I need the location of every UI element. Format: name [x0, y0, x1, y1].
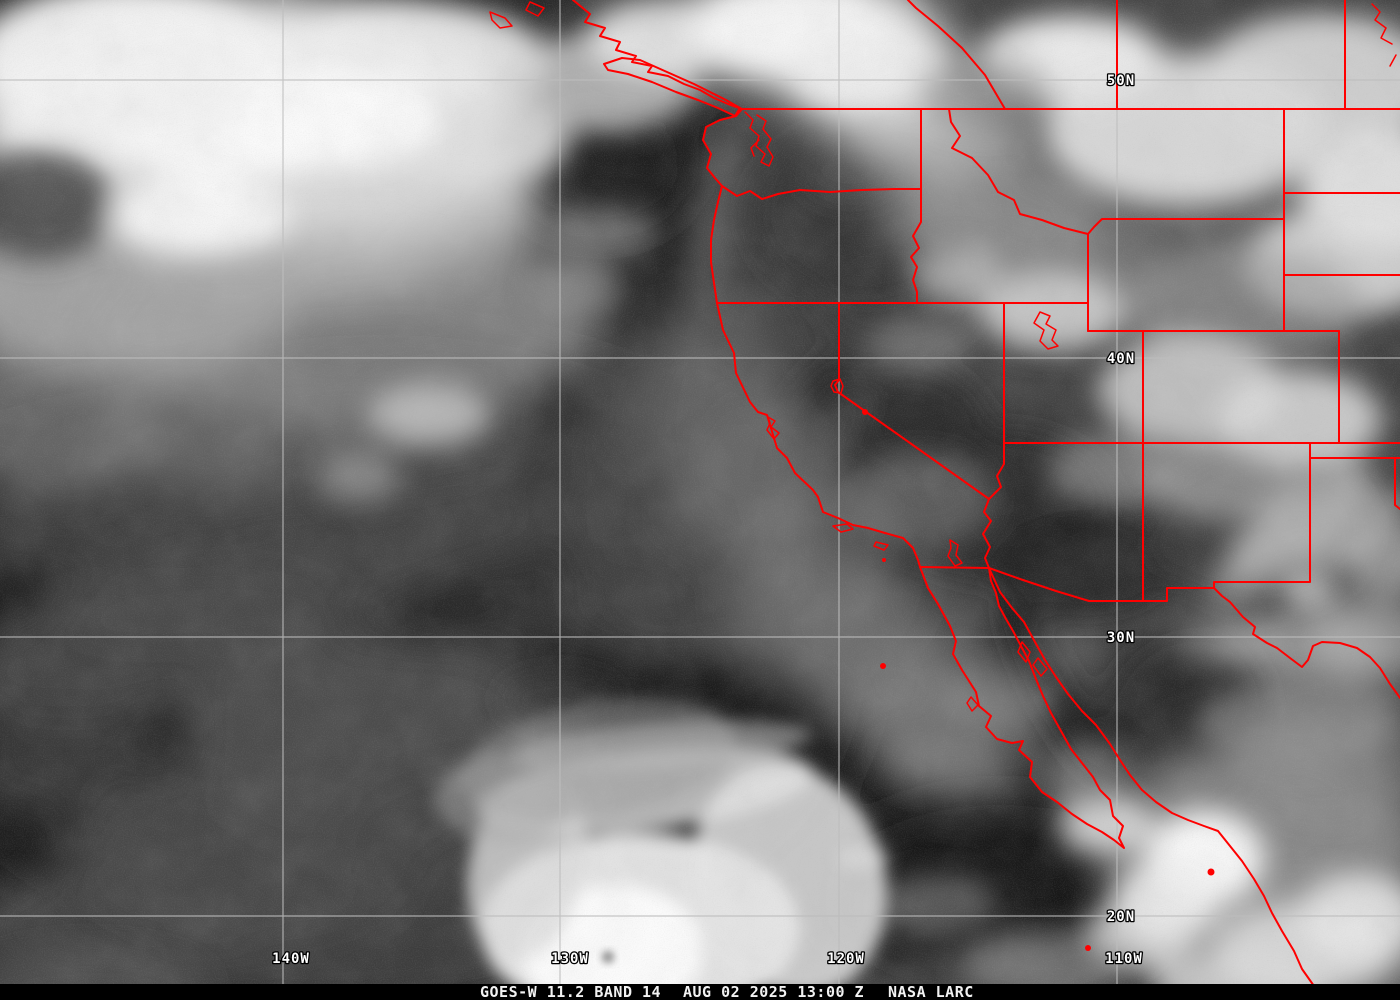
caption-credit: NASA LARC: [888, 983, 974, 1000]
oregon-idaho-border: [910, 188, 922, 304]
mono-lake: [862, 409, 868, 415]
great-salt-lake: [1033, 311, 1059, 350]
vancouver-island-coastline: [603, 57, 741, 117]
california-nevada-border: [834, 302, 990, 500]
lake-tahoe: [830, 378, 844, 394]
manitoba-lakes: [1371, 3, 1397, 67]
new-mexico-texas-border: [1213, 457, 1311, 589]
lon-label-140w: 140W: [272, 951, 310, 967]
bc-coastal-islands: [489, 1, 545, 29]
cedros-island: [966, 696, 979, 712]
island-dot-3: [1207, 868, 1215, 876]
lon-label-130w: 130W: [551, 951, 589, 967]
caption-bar: GOES-W 11.2 BAND 14 AUG 02 2025 13:00 Z …: [0, 983, 1400, 1000]
caption-datetime: AUG 02 2025 13:00 Z: [683, 983, 864, 1000]
california-mexico-border: [919, 566, 990, 569]
caption-bar-background: [0, 984, 1400, 1000]
channel-islands: [832, 523, 889, 551]
rio-grande-border: [1213, 587, 1400, 699]
new-mexico-mexico-border: [1088, 587, 1215, 602]
lat-label-50n: 50N: [1107, 73, 1135, 89]
arizona-mexico-border: [988, 567, 1090, 602]
lon-label-110w: 110W: [1105, 951, 1143, 967]
island-dot-1: [882, 558, 886, 562]
pacific-coastline: [572, 0, 1323, 1000]
sf-bay: [766, 416, 780, 440]
island-dot-2: [1085, 945, 1091, 951]
nevada-arizona-border: [988, 442, 1005, 500]
caption-satellite-band: GOES-W 11.2 BAND 14: [480, 983, 661, 1000]
salton-sea: [947, 539, 963, 567]
lon-label-120w: 120W: [827, 951, 865, 967]
puget-sound-coastline: [744, 111, 774, 167]
colorado-river-border: [982, 498, 992, 569]
texas-oklahoma-border: [1394, 457, 1400, 510]
grid-labels: 50N 40N 30N 20N 140W 130W 120W 110W: [271, 72, 1143, 969]
idaho-montana-border: [948, 108, 1089, 235]
map-boundaries-overlay: [489, 0, 1400, 1000]
bc-alberta-border: [907, 0, 1006, 110]
guadalupe-island: [880, 663, 886, 669]
gulf-of-california-islands: [1017, 641, 1048, 677]
lat-label-40n: 40N: [1107, 351, 1135, 367]
lat-label-30n: 30N: [1107, 630, 1135, 646]
washington-oregon-border: [721, 185, 922, 200]
montana-wyoming-border: [1087, 218, 1285, 235]
lat-label-20n: 20N: [1107, 909, 1135, 925]
